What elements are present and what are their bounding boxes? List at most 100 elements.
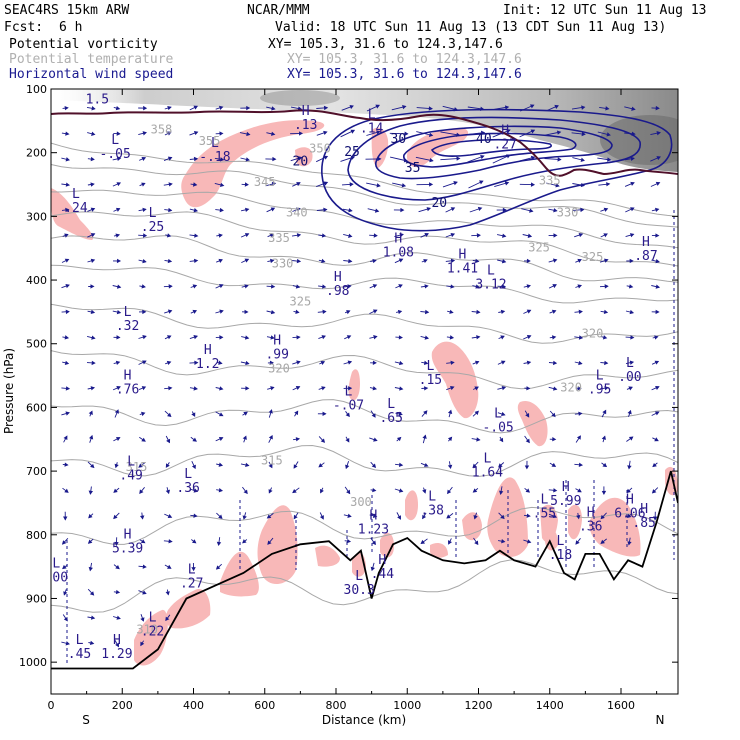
wind-arrow-head [245, 386, 250, 391]
pv-extremum-value: .95 [588, 383, 611, 398]
wind-arrow-head [61, 540, 67, 545]
wind-arrow-head [349, 104, 354, 110]
pv-extremum-value: .44 [371, 567, 395, 582]
pv-extremum-value: -.07 [333, 398, 364, 413]
wind-arrow-head [65, 411, 71, 416]
wind-arrow-head [453, 107, 459, 112]
wind-arrow-head [422, 489, 427, 494]
pv-extremum-letter: L [149, 206, 157, 221]
wind-arrow-head [403, 158, 409, 163]
theta-contour-line [51, 211, 678, 267]
pv-extremum-letter: H [124, 528, 132, 543]
wind-arrow-head [322, 284, 327, 289]
valid-time: Valid: 18 UTC Sun 11 Aug 13 (13 CDT Sun … [275, 20, 666, 35]
wind-arrow-head [525, 438, 530, 444]
wind-arrow-head [218, 284, 224, 289]
wind-arrow-head [64, 335, 70, 340]
wind-arrow-head [476, 309, 481, 315]
x-axis-label: Distance (km) [322, 713, 406, 727]
wind-arrow-head [139, 515, 145, 520]
theta-label: 350 [309, 142, 331, 156]
vertical-dash-lines [66, 210, 675, 665]
wind-arrow-head [140, 641, 145, 647]
theta-contour-line [51, 303, 678, 344]
wind-arrow-head [219, 157, 225, 162]
wind-arrow-head [577, 258, 582, 263]
wind-arrow-head [350, 155, 356, 160]
pv-extremum-value: .99 [265, 347, 288, 362]
wind-arrow-head [373, 233, 378, 238]
wind-speed-label: 20 [431, 196, 447, 211]
wind-arrow-head [64, 233, 69, 238]
pv-extremum-letter: H [334, 270, 342, 285]
wind-arrow-head [371, 413, 376, 418]
wind-arrow-head [578, 360, 583, 366]
wind-arrow-head [296, 258, 302, 264]
wind-arrow-head [655, 284, 661, 289]
wind-arrow-head [296, 182, 301, 187]
pv-extremum-letter: L [93, 79, 101, 94]
wind-arrow-head [346, 310, 351, 315]
wind-arrow-head [456, 132, 461, 137]
wind-arrow-head [87, 539, 93, 544]
wind-speed-labels: 20 25 30 35 40 20 [293, 132, 492, 211]
pv-extremum-value: 1.41 [447, 262, 478, 277]
wind-arrow-head [656, 156, 661, 161]
wind-arrow-head [167, 106, 172, 111]
wind-arrow-head [218, 233, 223, 238]
wind-arrow-head [193, 131, 199, 136]
wind-arrow-head [114, 409, 119, 414]
wind-arrow-head [480, 106, 485, 111]
wind-arrow-head [64, 106, 69, 111]
wind-arrow-head [446, 514, 451, 519]
pv-extremum-value: 6.06 [614, 507, 645, 522]
wind-arrow-head [62, 564, 67, 570]
wind-arrow-head [629, 233, 635, 238]
wind-arrow-head [473, 515, 478, 520]
wind-arrow-head [91, 131, 96, 136]
wind-arrow-head [269, 360, 274, 366]
field-theta-name: Potential temperature [9, 52, 174, 67]
wind-arrow-head [345, 464, 350, 470]
wind-arrow-head [142, 258, 147, 264]
wind-arrow-head [553, 488, 558, 493]
wind-arrow-head [90, 182, 95, 187]
wind-arrow-head [655, 181, 661, 186]
wind-arrow-head [526, 334, 532, 340]
wind-arrow-head [373, 335, 378, 340]
wind-arrow-head [500, 335, 505, 340]
wind-arrow-head [65, 131, 70, 136]
pv-extremum-letter: L [52, 556, 60, 571]
wind-arrow-head [245, 360, 250, 366]
wind-arrow-head [631, 131, 636, 137]
pv-extremum-value: .25 [141, 220, 164, 235]
wind-arrow-head [192, 182, 198, 187]
pv-extremum-value: .22 [141, 625, 164, 640]
wind-arrow-head [506, 154, 511, 159]
wind-arrow-head [370, 566, 375, 572]
pv-extremum-value: .00 [45, 570, 68, 585]
wind-arrow-head [499, 490, 504, 496]
wind-arrow-head [552, 284, 557, 289]
wind-arrow-head [296, 335, 301, 340]
wind-arrow-head [116, 385, 121, 391]
wind-arrow-head [372, 386, 378, 391]
x-tick-label: 1000 [393, 699, 421, 712]
wind-arrow-head [372, 284, 378, 289]
wind-arrow-head [551, 335, 557, 340]
pv-extremum-letter: H [378, 553, 386, 568]
pv-extremum-value: -.05 [482, 421, 513, 436]
wind-arrow-head [578, 411, 583, 416]
wind-arrow-head [142, 590, 147, 595]
wind-arrow-head [90, 615, 96, 620]
wind-arrow-head [167, 258, 173, 264]
wind-arrow-head [525, 488, 531, 493]
wind-arrow-head [375, 104, 380, 109]
wind-arrow-head [296, 207, 301, 212]
wind-arrow-head [168, 207, 173, 213]
pv-extremum-letter: H [640, 502, 648, 517]
wind-arrow-head [269, 233, 275, 238]
wind-arrow-head [347, 284, 352, 289]
pv-extremum-value: .45 [68, 647, 91, 662]
theta-label: 340 [286, 205, 308, 219]
